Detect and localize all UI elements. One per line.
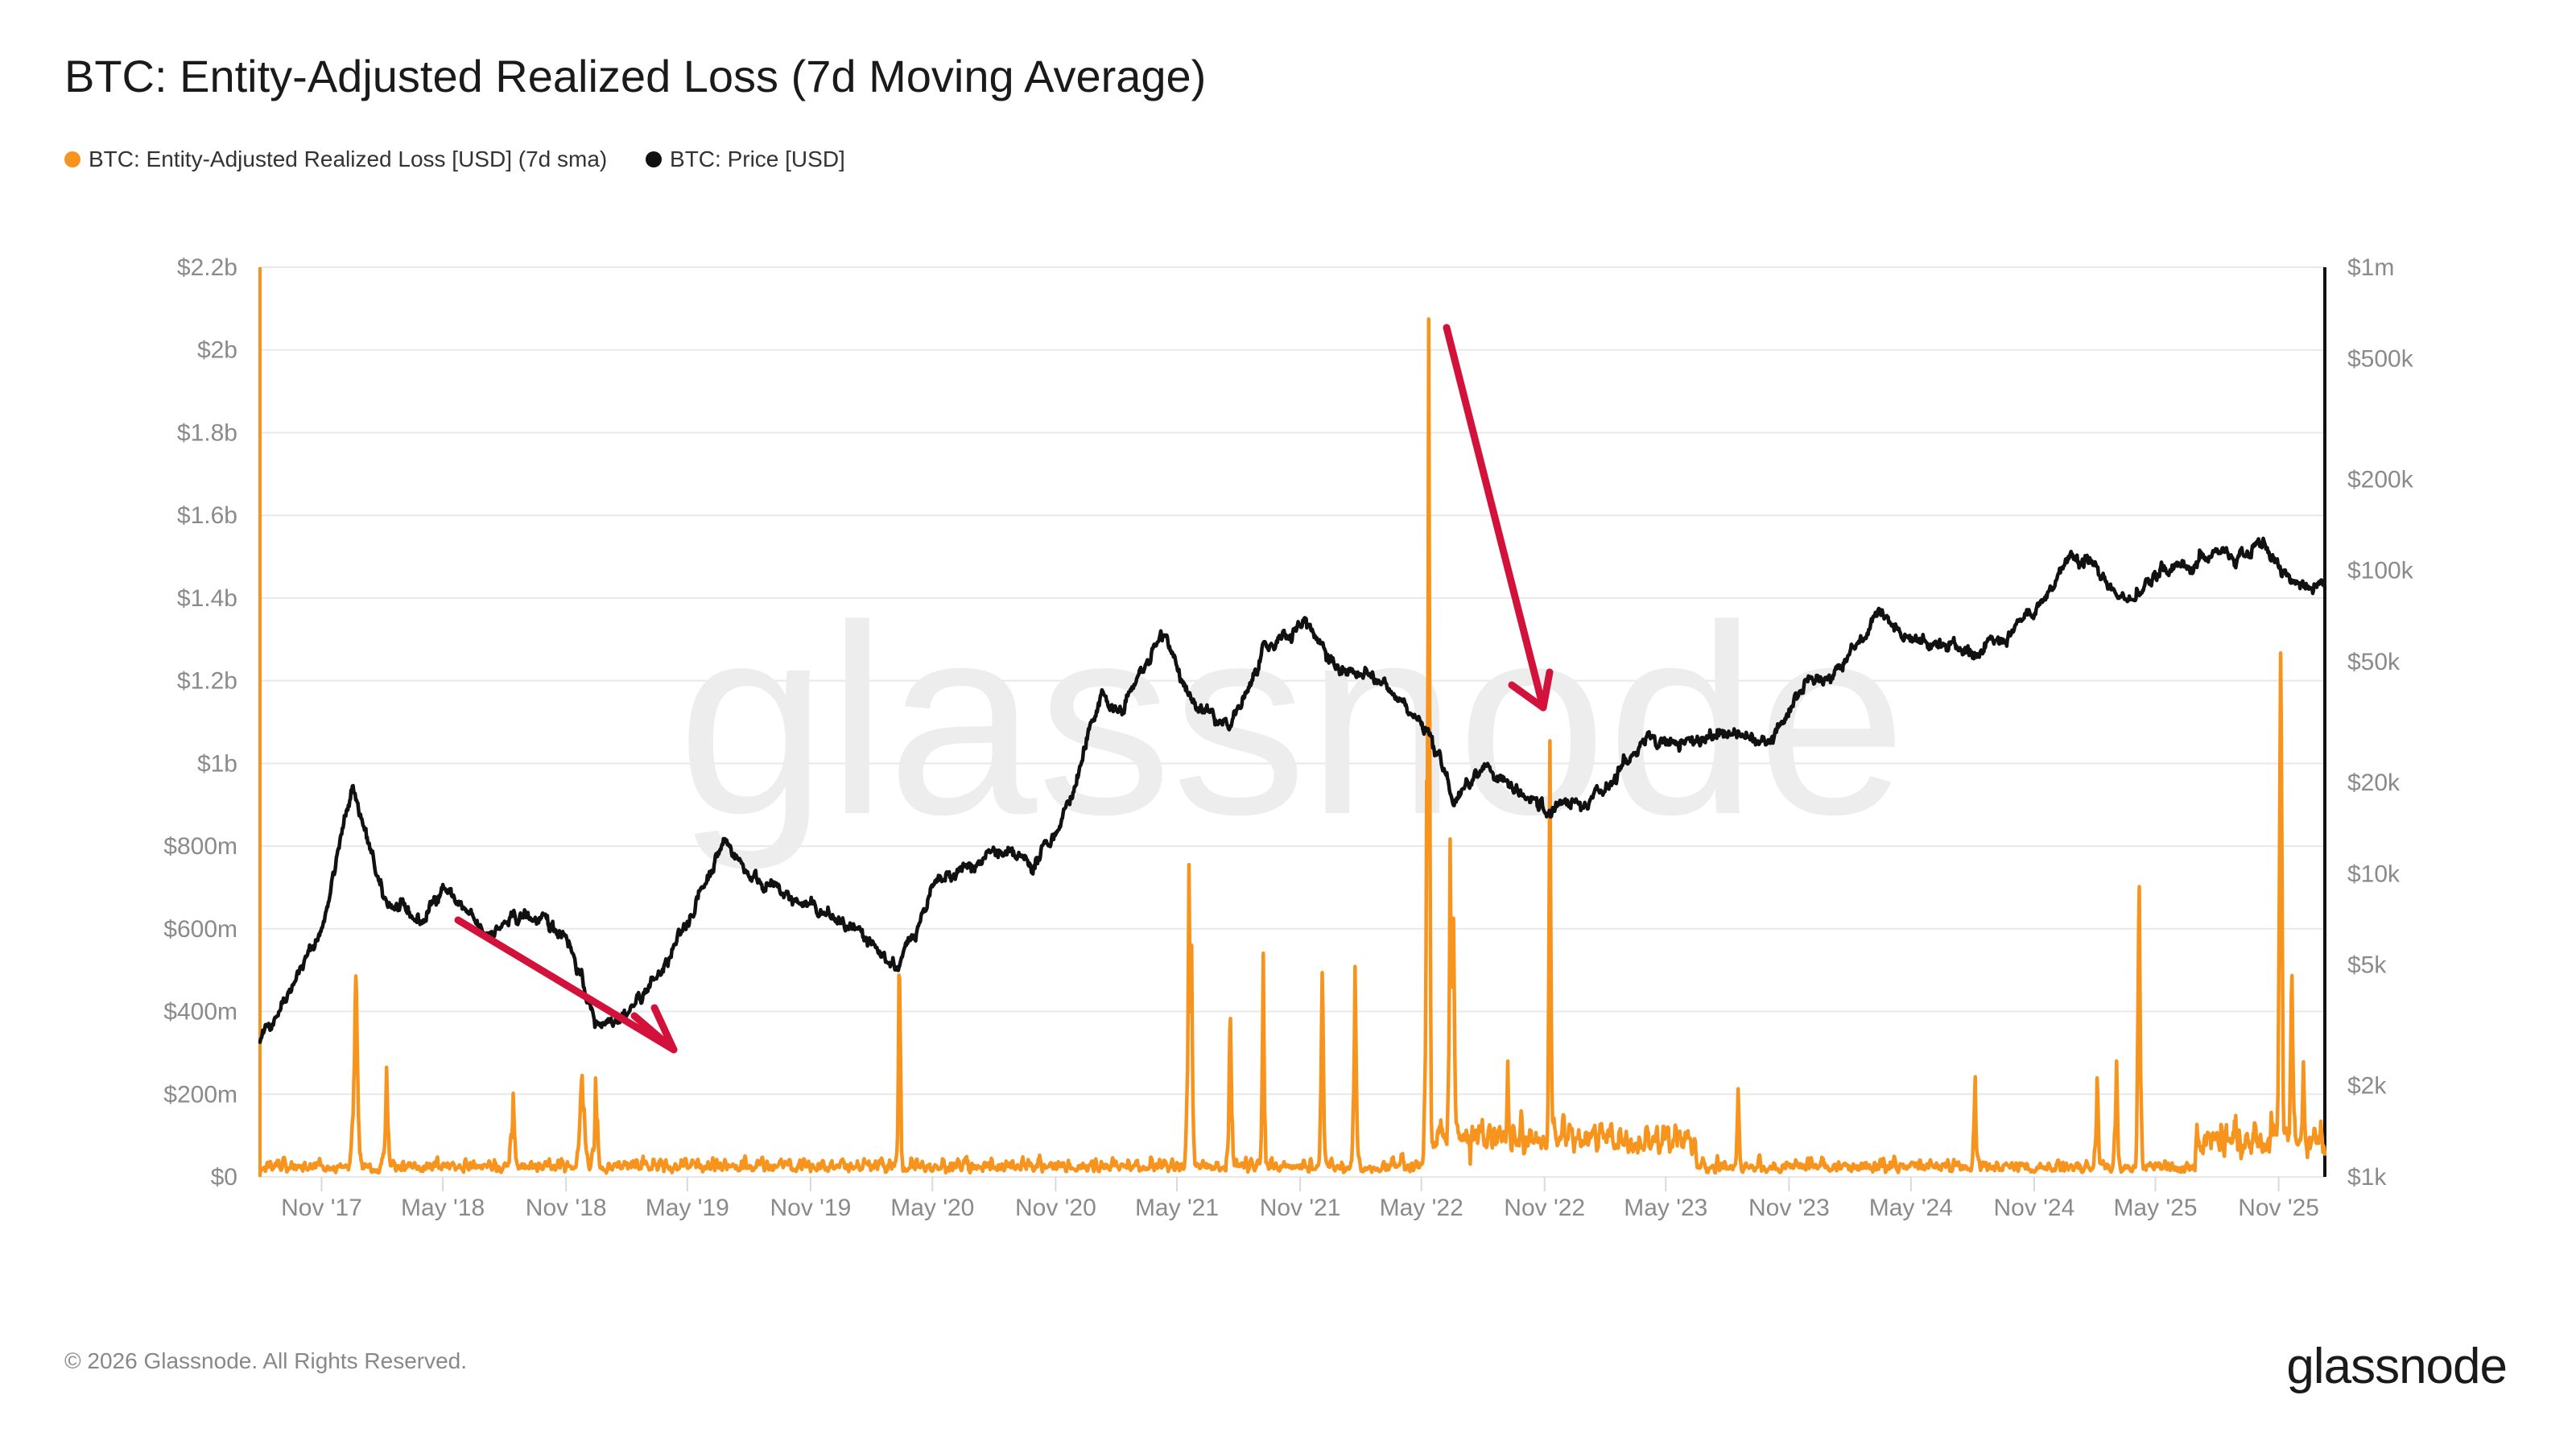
svg-text:$10k: $10k: [2347, 861, 2401, 887]
svg-text:Nov '19: Nov '19: [770, 1195, 852, 1221]
svg-text:$400m: $400m: [163, 999, 237, 1026]
svg-text:$500k: $500k: [2347, 345, 2414, 372]
svg-text:$1.8b: $1.8b: [177, 420, 237, 447]
svg-text:$1m: $1m: [2347, 254, 2394, 281]
svg-text:$50k: $50k: [2347, 649, 2401, 675]
svg-text:$100k: $100k: [2347, 558, 2414, 584]
svg-text:May '18: May '18: [401, 1195, 485, 1221]
svg-text:May '25: May '25: [2113, 1195, 2197, 1221]
svg-text:May '19: May '19: [646, 1195, 729, 1221]
svg-text:Nov '23: Nov '23: [1748, 1195, 1830, 1221]
svg-text:$1b: $1b: [197, 750, 237, 777]
svg-text:$800m: $800m: [163, 833, 237, 860]
svg-text:$200m: $200m: [163, 1081, 237, 1108]
svg-text:May '23: May '23: [1624, 1195, 1707, 1221]
svg-text:Nov '21: Nov '21: [1260, 1195, 1341, 1221]
svg-text:glassnode: glassnode: [677, 569, 1906, 872]
svg-text:$0: $0: [211, 1164, 237, 1191]
svg-text:Nov '17: Nov '17: [281, 1195, 362, 1221]
svg-text:$20k: $20k: [2347, 770, 2401, 796]
svg-text:$2b: $2b: [197, 337, 237, 364]
svg-text:$1k: $1k: [2347, 1164, 2387, 1191]
svg-text:Nov '22: Nov '22: [1504, 1195, 1585, 1221]
svg-text:Nov '24: Nov '24: [1994, 1195, 2075, 1221]
svg-text:May '21: May '21: [1135, 1195, 1219, 1221]
svg-text:$600m: $600m: [163, 916, 237, 943]
svg-text:May '22: May '22: [1380, 1195, 1463, 1221]
svg-text:$1.4b: $1.4b: [177, 585, 237, 612]
svg-text:$2k: $2k: [2347, 1073, 2387, 1100]
svg-text:Nov '20: Nov '20: [1015, 1195, 1096, 1221]
svg-text:$2.2b: $2.2b: [177, 254, 237, 281]
svg-text:Nov '18: Nov '18: [526, 1195, 607, 1221]
svg-text:Nov '25: Nov '25: [2238, 1195, 2319, 1221]
svg-text:May '24: May '24: [1869, 1195, 1953, 1221]
svg-text:May '20: May '20: [890, 1195, 974, 1221]
svg-text:$200k: $200k: [2347, 466, 2414, 493]
svg-text:$1.6b: $1.6b: [177, 502, 237, 529]
svg-text:$1.2b: $1.2b: [177, 668, 237, 695]
svg-text:$5k: $5k: [2347, 952, 2387, 979]
